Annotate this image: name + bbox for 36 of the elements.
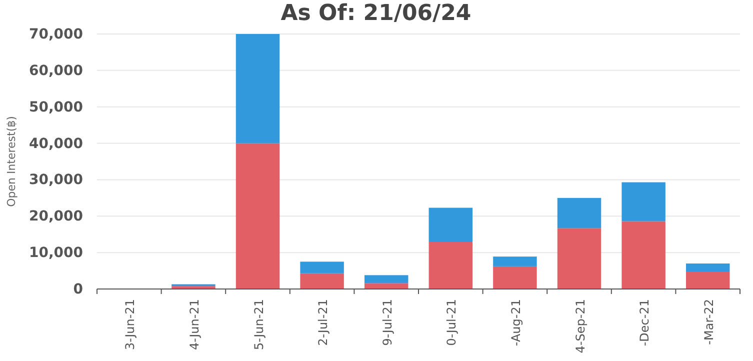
bar: [557, 228, 602, 289]
bar: [493, 256, 537, 266]
x-tick-label: 3-Jun-21: [123, 299, 138, 350]
bar: [622, 182, 666, 222]
y-tick-label: 0: [73, 281, 84, 298]
x-tick-label: 0-Jul-21: [444, 299, 459, 346]
bar: [428, 242, 473, 289]
bar: [300, 262, 344, 274]
bar: [364, 275, 408, 284]
x-tick-label: 9-Jul-21: [380, 299, 394, 346]
bar: [236, 143, 280, 289]
bar: [686, 264, 730, 272]
chart-title: As Of: 21/06/24: [280, 1, 472, 26]
bar: [557, 198, 602, 228]
bar: [428, 208, 473, 242]
x-tick-label: 5-Jun-21: [252, 299, 266, 350]
bar: [364, 283, 408, 289]
y-tick-label: 60,000: [28, 62, 84, 79]
bar: [493, 266, 537, 289]
bar: [300, 273, 344, 289]
x-tick-label: -Mar-22: [702, 299, 716, 345]
y-axis-title: Open Interest(฿): [5, 116, 18, 207]
y-tick-label: 20,000: [28, 208, 84, 225]
y-tick-label: 50,000: [28, 99, 84, 116]
x-tick-label: 4-Sep-21: [573, 299, 588, 354]
x-tick-label: -Dec-21: [638, 299, 652, 346]
x-tick-label: 2-Jul-21: [316, 299, 330, 346]
y-tick-label: 70,000: [28, 26, 84, 42]
bar: [236, 34, 280, 144]
bar: [622, 221, 666, 289]
x-tick-label: -Aug-21: [508, 299, 523, 346]
y-tick-label: 40,000: [28, 136, 84, 152]
bar: [686, 272, 730, 289]
y-tick-label: 10,000: [28, 245, 84, 262]
y-tick-label: 30,000: [28, 172, 84, 188]
x-tick-label: 4-Jun-21: [187, 299, 202, 350]
